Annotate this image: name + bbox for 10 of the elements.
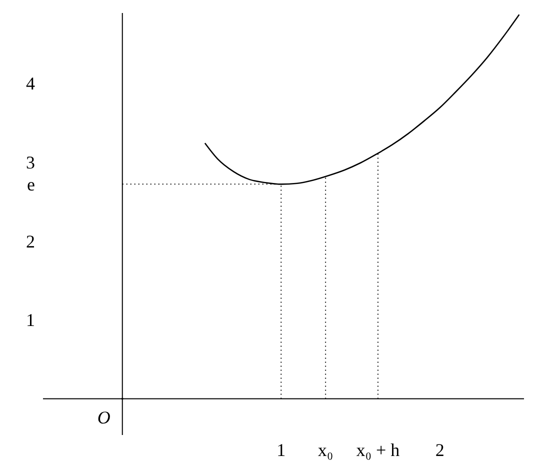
- y-tick-label: 1: [26, 310, 35, 330]
- annotation: O: [97, 408, 110, 428]
- x-tick-label: 1: [276, 440, 286, 460]
- y-tick-label: 2: [26, 231, 35, 252]
- x-tick-label: 2: [435, 440, 444, 460]
- y-tick-label: 4: [26, 74, 35, 94]
- y-tick-label: e: [27, 174, 35, 195]
- x-tick-label: x₀: [318, 440, 334, 460]
- y-tick-label: 3: [26, 152, 35, 172]
- x-tick-label: x₀ + h: [356, 440, 400, 460]
